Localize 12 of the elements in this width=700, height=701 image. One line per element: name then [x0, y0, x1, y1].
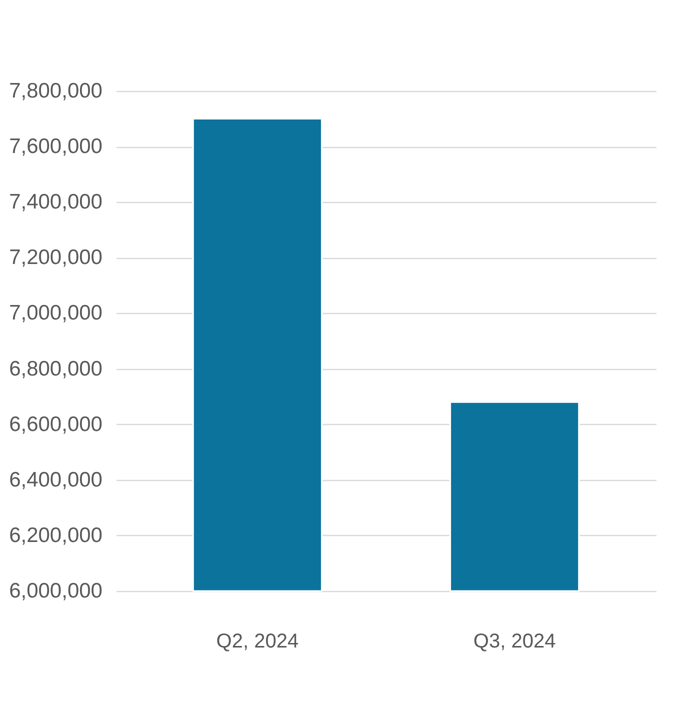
y-tick-label: 7,000,000 [9, 302, 102, 325]
y-tick-label: 7,400,000 [9, 190, 102, 214]
y-tick-label: 6,200,000 [9, 524, 102, 547]
x-tick-label: Q3, 2024 [473, 630, 556, 652]
y-tick-label: 7,600,000 [9, 135, 102, 158]
y-tick-label: 7,800,000 [9, 80, 102, 102]
y-tick-label: 6,600,000 [9, 412, 102, 436]
x-tick-label: Q2, 2024 [216, 630, 299, 652]
y-tick-label: 6,800,000 [9, 357, 102, 380]
y-tick-label: 6,000,000 [9, 580, 102, 602]
y-tick-label: 7,200,000 [9, 246, 102, 270]
y-tick-label: 6,400,000 [9, 468, 102, 492]
